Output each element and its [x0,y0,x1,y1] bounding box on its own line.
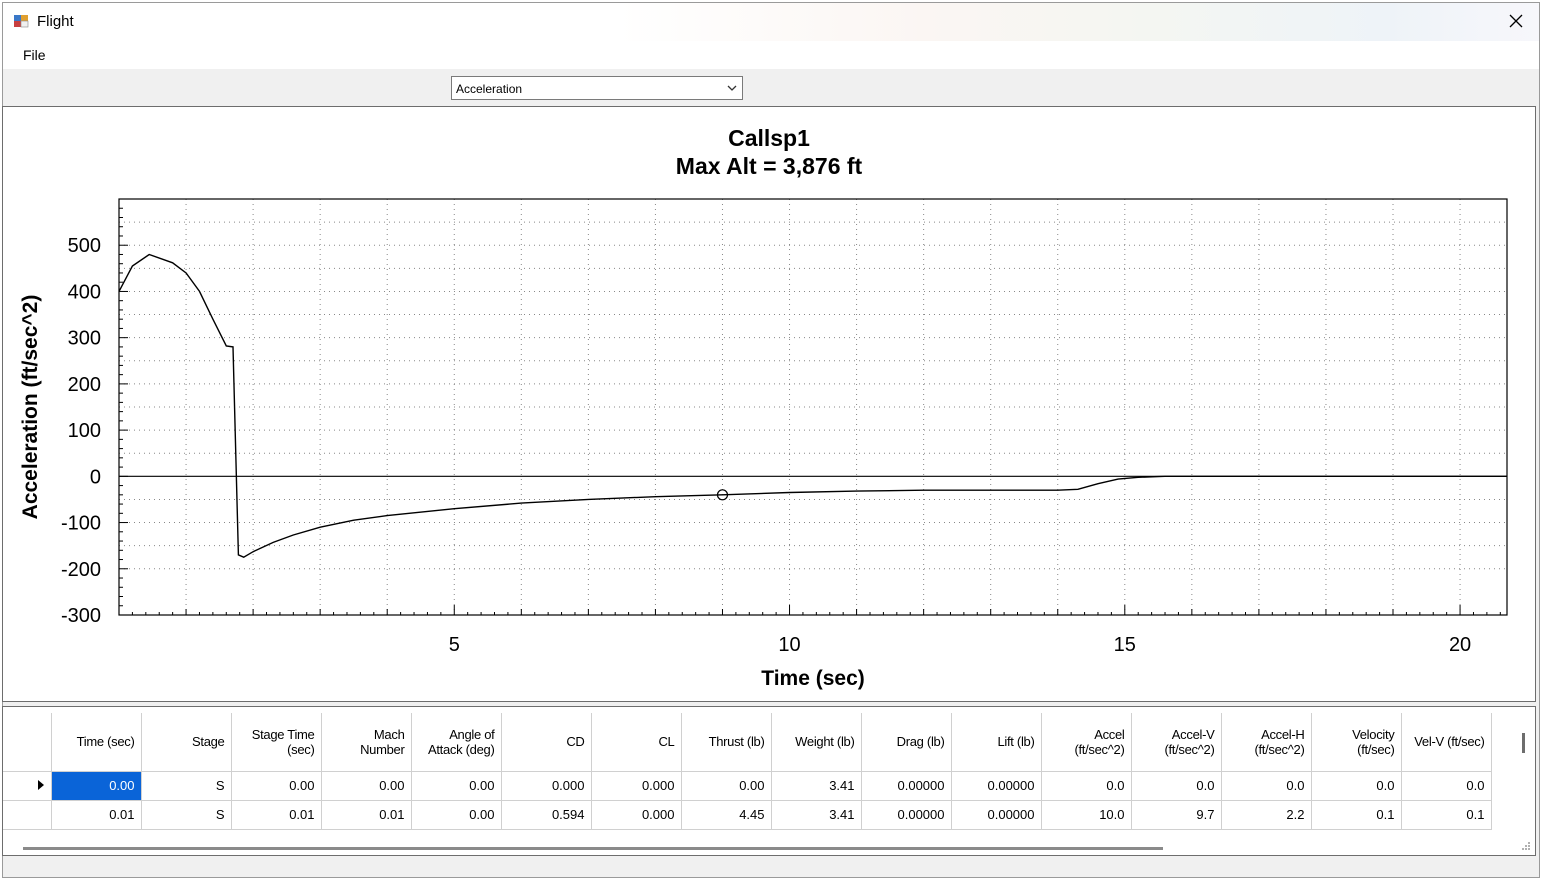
column-header[interactable]: Mach Number [321,713,412,772]
column-header[interactable]: Drag (lb) [861,713,952,772]
data-grid[interactable]: Time (sec) Stage Stage Time (sec) Mach Numb… [2,706,1536,856]
window-title: Flight [37,13,74,30]
table-row[interactable]: 0.00 S 0.00 0.00 0.00 0.000 0.000 0.00 3.41 0.000… [3,771,1492,801]
horizontal-scrollbar[interactable] [23,847,1163,850]
table-cell[interactable]: 9.7 [1131,800,1222,830]
table-cell[interactable]: S [141,771,232,801]
y-tick-label: -300 [61,605,101,627]
y-tick-label: -100 [61,513,101,535]
chart-title: Callsp1 [728,125,810,151]
menu-file[interactable]: File [23,47,46,63]
table-cell[interactable]: 0.0 [1131,771,1222,801]
table-cell[interactable]: 0.00000 [861,771,952,801]
table-cell[interactable]: 0.0 [1041,771,1132,801]
acceleration-chart: 500 400 300 200 100 0 -100 -200 -300 5 10 15 20 Time … [19,198,1508,690]
table-cell[interactable]: 0.594 [501,800,592,830]
column-header[interactable]: Accel-V (ft/sec^2) [1131,713,1222,772]
column-header[interactable]: Accel-H (ft/sec^2) [1221,713,1312,772]
column-header[interactable]: Weight (lb) [771,713,862,772]
x-tick-label: 20 [1449,634,1471,656]
close-icon [1509,14,1523,28]
data-table: Time (sec) Stage Stage Time (sec) Mach Numb… [3,713,1492,830]
close-button[interactable] [1493,3,1539,39]
table-cell[interactable]: 3.41 [771,800,862,830]
y-tick-label: -200 [61,559,101,581]
corner-header [3,713,52,772]
table-cell[interactable]: 2.2 [1221,800,1312,830]
table-cell[interactable]: 3.41 [771,771,862,801]
row-header[interactable] [3,771,52,801]
y-tick-label: 0 [90,466,101,488]
table-cell[interactable]: 0.000 [501,771,592,801]
table-cell[interactable]: S [141,800,232,830]
table-cell[interactable]: 0.00 [321,771,412,801]
y-tick-label: 200 [68,374,101,396]
toolbar: Acceleration [3,69,1539,109]
column-header[interactable]: Thrust (lb) [681,713,772,772]
y-axis-label: Acceleration (ft/sec^2) [19,295,42,520]
column-header[interactable]: Velocity (ft/sec) [1311,713,1402,772]
chart-panel: 500 400 300 200 100 0 -100 -200 -300 5 10 15 20 Time … [2,106,1536,702]
y-tick-label: 500 [68,235,101,257]
y-tick-label: 400 [68,281,101,303]
table-cell[interactable]: 0.00 [681,771,772,801]
y-tick-label: 100 [68,420,101,442]
table-cell[interactable]: 0.0 [1221,771,1312,801]
table-cell[interactable]: 0.1 [1401,800,1492,830]
x-axis-label: Time (sec) [761,667,865,690]
table-cell[interactable]: 10.0 [1041,800,1132,830]
table-cell[interactable]: 0.01 [231,800,322,830]
plot-selector-value: Acceleration [456,82,523,96]
table-row[interactable]: 0.01 S 0.01 0.01 0.00 0.594 0.000 4.45 3.41 0.000… [3,800,1492,830]
table-cell[interactable]: 0.00 [411,800,502,830]
table-cell[interactable]: 0.000 [591,800,682,830]
vertical-scrollbar[interactable] [1522,733,1525,753]
plot-selector-dropdown[interactable]: Acceleration [451,76,743,100]
chevron-down-icon [727,85,737,91]
column-header[interactable]: Stage [141,713,232,772]
plot-area [118,198,1508,616]
column-header[interactable]: Accel (ft/sec^2) [1041,713,1132,772]
column-header[interactable]: Angle of Attack (deg) [411,713,502,772]
column-header[interactable]: Stage Time (sec) [231,713,322,772]
table-cell[interactable]: 0.01 [51,800,142,830]
x-tick-label: 15 [1114,634,1136,656]
table-cell[interactable]: 0.00000 [951,800,1042,830]
table-cell[interactable]: 4.45 [681,800,772,830]
current-time-marker [716,489,729,501]
column-header[interactable]: Time (sec) [51,713,142,772]
table-cell[interactable]: 0.01 [321,800,412,830]
x-tick-label: 10 [778,634,800,656]
app-icon [14,15,29,28]
table-cell[interactable]: 0.00 [231,771,322,801]
column-header[interactable]: Lift (lb) [951,713,1042,772]
column-header[interactable]: CD [501,713,592,772]
table-cell[interactable]: 0.0 [1401,771,1492,801]
header-row: Time (sec) Stage Stage Time (sec) Mach Numb… [3,713,1492,772]
table-cell[interactable]: 0.1 [1311,800,1402,830]
row-header[interactable] [3,800,52,830]
chart-subtitle: Max Alt = 3,876 ft [675,153,863,179]
title-bar: Flight [3,3,1539,41]
table-cell[interactable]: 0.00 [411,771,502,801]
table-cell[interactable]: 0.00000 [951,771,1042,801]
table-cell[interactable]: 0.00000 [861,800,952,830]
table-cell[interactable]: 0.000 [591,771,682,801]
menu-bar: File [3,41,1539,69]
column-header[interactable]: CL [591,713,682,772]
column-header[interactable]: Vel-V (ft/sec) [1401,713,1492,772]
x-tick-label: 5 [449,634,460,656]
acceleration-series-line [118,253,1507,558]
current-row-arrow-icon [37,780,44,790]
resize-grip-icon [1522,842,1530,850]
table-cell[interactable]: 0.0 [1311,771,1402,801]
y-tick-label: 300 [68,328,101,350]
table-cell[interactable]: 0.00 [51,771,142,801]
